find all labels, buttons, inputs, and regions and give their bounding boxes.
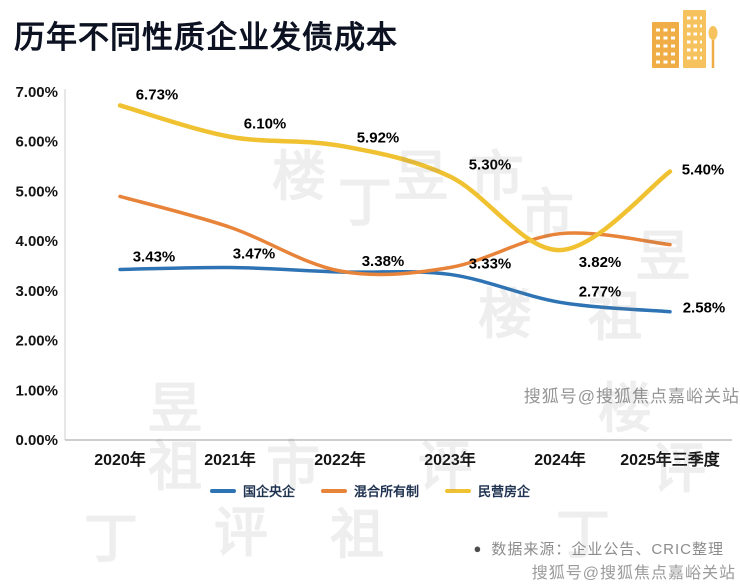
data-label: 6.10% (244, 116, 287, 133)
legend-label: 民营房企 (478, 484, 531, 499)
buildings-icon (652, 10, 718, 68)
x-category-label: 2025年三季度 (620, 450, 721, 469)
watermark-char: 丁 (84, 509, 138, 569)
watermark-sohu-bottom: 搜狐号@搜狐焦点嘉峪关站 (531, 565, 736, 582)
y-tick-label: 5.00% (15, 183, 58, 200)
legend-item-民营房企[interactable]: 民营房企 (445, 481, 530, 500)
data-label: 5.30% (469, 157, 512, 174)
bond-cost-line-chart: 0.00% 1.00% 2.00% 3.00% 4.00% 5.00% 6.00% 7.00%… (15, 84, 732, 469)
x-category-label: 2022年 (314, 450, 366, 469)
y-tick-label: 3.00% (15, 283, 58, 300)
data-label: 6.73% (136, 86, 179, 103)
data-label: 5.40% (682, 162, 725, 179)
y-tick-label: 7.00% (15, 84, 58, 101)
data-label: 5.92% (357, 130, 400, 147)
data-label: 2.77% (579, 283, 622, 300)
chart-legend: 国企央企 混合所有制 民营房企 (0, 481, 740, 500)
legend-item-国企央企[interactable]: 国企央企 (209, 481, 295, 500)
legend-label: 国企央企 (242, 484, 295, 499)
data-label: 3.33% (469, 255, 512, 272)
watermark-char: 祖 (330, 505, 384, 565)
data-label: 3.38% (362, 253, 405, 270)
data-label: 2.58% (683, 300, 726, 317)
y-tick-label: 2.00% (15, 333, 58, 350)
series-line-混合所有制[interactable] (118, 194, 672, 277)
data-label: 3.43% (133, 248, 176, 265)
data-label: 3.47% (233, 245, 276, 262)
y-tick-label: 0.00% (15, 432, 58, 449)
x-category-label: 2023年 (424, 450, 476, 469)
y-tick-label: 1.00% (15, 382, 58, 399)
legend-marker (320, 488, 347, 493)
x-category-label: 2024年 (534, 450, 586, 469)
series-line-民营房企[interactable] (117, 103, 673, 253)
y-tick-label: 4.00% (15, 233, 58, 250)
legend-item-混合所有制[interactable]: 混合所有制 (320, 481, 419, 500)
x-category-label: 2020年 (94, 450, 146, 469)
watermark-sohu-mid: 搜狐号@搜狐焦点嘉峪关站 (523, 387, 740, 406)
bullet-icon: ● (473, 541, 483, 556)
source-note-text: 数据来源：企业公告、CRIC整理 (491, 541, 724, 558)
page-title: 历年不同性质企业发债成本 (14, 20, 398, 55)
y-tick-label: 6.00% (15, 134, 58, 151)
x-category-label: 2021年 (204, 450, 256, 469)
data-label: 3.82% (579, 254, 622, 271)
legend-label: 混合所有制 (353, 484, 419, 499)
source-note: ● 数据来源：企业公告、CRIC整理 (473, 538, 724, 559)
legend-marker (445, 488, 471, 493)
series-line-国企央企[interactable] (118, 265, 672, 314)
watermark-char: 评 (214, 503, 268, 563)
legend-marker (209, 488, 236, 493)
